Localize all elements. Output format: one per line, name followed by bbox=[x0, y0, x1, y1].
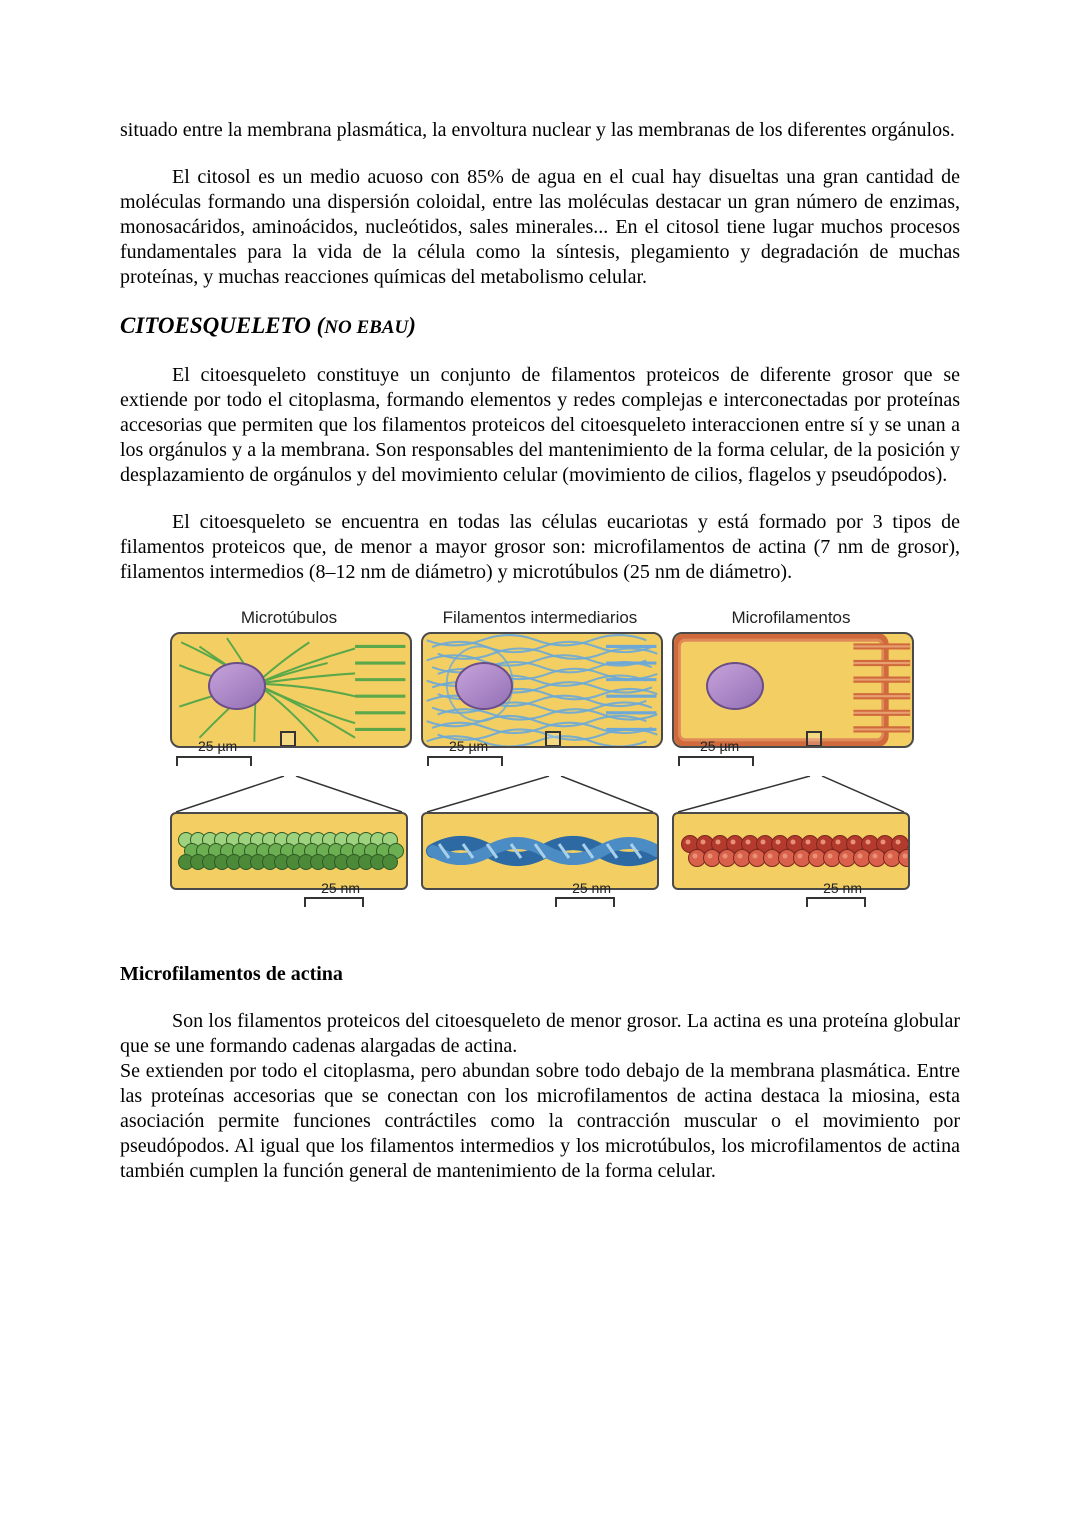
scalebar-bottom-row: 25 nm bbox=[421, 892, 659, 918]
nucleus bbox=[208, 662, 266, 710]
zoom-box bbox=[421, 812, 659, 890]
zoom-box bbox=[170, 812, 408, 890]
scalebar-top-row: 25 µm bbox=[170, 750, 408, 776]
scalebar-top-label: 25 µm bbox=[198, 738, 237, 756]
paragraph-5: Son los filamentos proteicos del citoesq… bbox=[120, 1009, 960, 1059]
scalebar-top-row: 25 µm bbox=[421, 750, 659, 776]
cell-box bbox=[672, 632, 914, 748]
heading-title: CITOESQUELETO ( bbox=[120, 313, 324, 338]
scalebar-bottom-label: 25 nm bbox=[823, 880, 862, 898]
zoom-box bbox=[672, 812, 910, 890]
scalebar-top-label: 25 µm bbox=[449, 738, 488, 756]
paragraph-4: El citoesqueleto se encuentra en todas l… bbox=[120, 510, 960, 585]
scalebar-bottom-row: 25 nm bbox=[672, 892, 910, 918]
zoom-marker bbox=[545, 731, 561, 747]
cell-box bbox=[170, 632, 412, 748]
cytoskeleton-figure: Microtúbulos25 µm25 nmFilamentos interme… bbox=[170, 607, 910, 918]
panel-title: Microfilamentos bbox=[672, 607, 910, 628]
panel-title: Filamentos intermediarios bbox=[421, 607, 659, 628]
heading-sub: NO EBAU bbox=[324, 317, 408, 338]
zoom-marker bbox=[806, 731, 822, 747]
scalebar-top bbox=[176, 756, 252, 766]
scalebar-bottom-row: 25 nm bbox=[170, 892, 408, 918]
section-heading: CITOESQUELETO (NO EBAU) bbox=[120, 312, 960, 341]
heading-close: ) bbox=[408, 313, 416, 338]
scalebar-top bbox=[427, 756, 503, 766]
zoom-lines bbox=[421, 776, 659, 812]
paragraph-2: El citosol es un medio acuoso con 85% de… bbox=[120, 165, 960, 290]
scalebar-top-row: 25 µm bbox=[672, 750, 910, 776]
paragraph-1: situado entre la membrana plasmática, la… bbox=[120, 118, 960, 143]
scalebar-top bbox=[678, 756, 754, 766]
cell-box bbox=[421, 632, 663, 748]
scalebar-top-label: 25 µm bbox=[700, 738, 739, 756]
figure-panel: Microfilamentos 25 µm 25 nm bbox=[672, 607, 910, 918]
nucleus bbox=[455, 662, 513, 710]
scalebar-bottom-label: 25 nm bbox=[572, 880, 611, 898]
page: situado entre la membrana plasmática, la… bbox=[0, 0, 1080, 1527]
subheading-microfilamentos: Microfilamentos de actina bbox=[120, 962, 960, 987]
paragraph-6: Se extienden por todo el citoplasma, per… bbox=[120, 1059, 960, 1184]
panel-title: Microtúbulos bbox=[170, 607, 408, 628]
nucleus bbox=[706, 662, 764, 710]
zoom-lines bbox=[170, 776, 408, 812]
scalebar-bottom bbox=[806, 897, 866, 907]
scalebar-bottom-label: 25 nm bbox=[321, 880, 360, 898]
figure-panel: Filamentos intermediarios 25 µm 25 nm bbox=[421, 607, 659, 918]
scalebar-bottom bbox=[304, 897, 364, 907]
scalebar-bottom bbox=[555, 897, 615, 907]
paragraph-3: El citoesqueleto constituye un conjunto … bbox=[120, 363, 960, 488]
zoom-marker bbox=[280, 731, 296, 747]
zoom-lines bbox=[672, 776, 910, 812]
figure-panel: Microtúbulos 25 µm 25 nm bbox=[170, 607, 408, 918]
